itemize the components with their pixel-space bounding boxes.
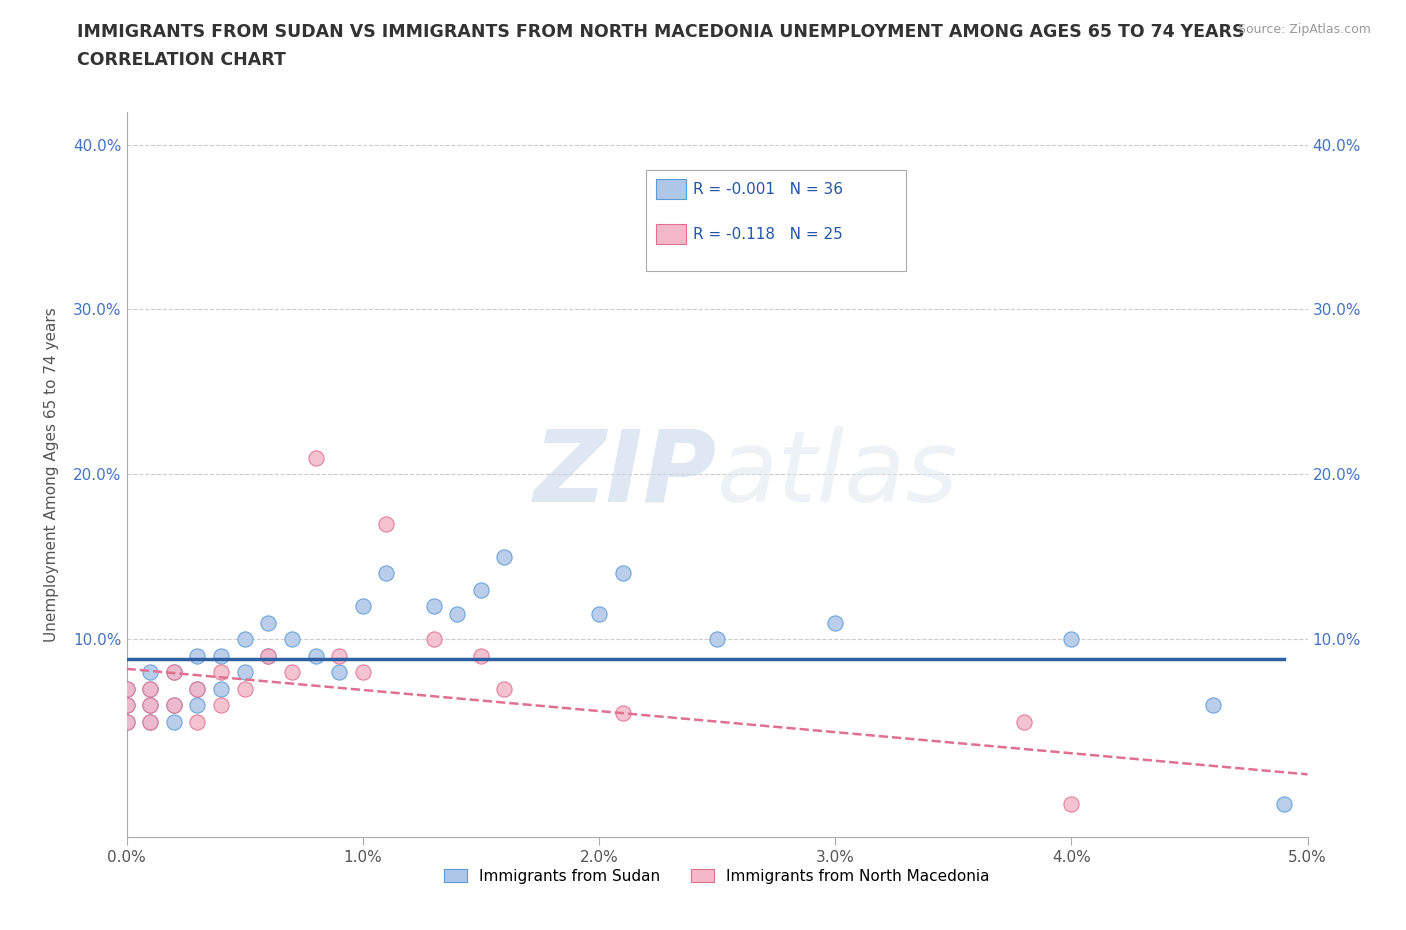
Point	[352, 599, 374, 614]
Point	[1272, 797, 1295, 812]
Point	[186, 698, 208, 712]
Point	[115, 681, 138, 696]
Y-axis label: Unemployment Among Ages 65 to 74 years: Unemployment Among Ages 65 to 74 years	[45, 307, 59, 642]
Point	[706, 631, 728, 646]
Text: IMMIGRANTS FROM SUDAN VS IMMIGRANTS FROM NORTH MACEDONIA UNEMPLOYMENT AMONG AGES: IMMIGRANTS FROM SUDAN VS IMMIGRANTS FROM…	[77, 23, 1244, 41]
Point	[328, 648, 350, 663]
Text: Source: ZipAtlas.com: Source: ZipAtlas.com	[1237, 23, 1371, 36]
Point	[446, 607, 468, 622]
Point	[115, 714, 138, 729]
Point	[824, 616, 846, 631]
Point	[233, 631, 256, 646]
FancyBboxPatch shape	[655, 224, 686, 245]
FancyBboxPatch shape	[655, 179, 686, 199]
Point	[494, 681, 516, 696]
Point	[209, 665, 232, 680]
Point	[209, 648, 232, 663]
Point	[257, 648, 280, 663]
Point	[352, 665, 374, 680]
Point	[422, 631, 444, 646]
Point	[375, 565, 398, 580]
Point	[375, 516, 398, 531]
Point	[281, 665, 304, 680]
Point	[422, 599, 444, 614]
Text: ZIP: ZIP	[534, 426, 717, 523]
Point	[163, 698, 186, 712]
Point	[328, 665, 350, 680]
Point	[470, 648, 492, 663]
Point	[1060, 797, 1083, 812]
FancyBboxPatch shape	[647, 169, 905, 272]
Point	[139, 714, 162, 729]
Point	[494, 550, 516, 565]
Point	[209, 698, 232, 712]
Point	[115, 681, 138, 696]
Text: R = -0.118   N = 25: R = -0.118 N = 25	[693, 227, 844, 242]
Text: R = -0.001   N = 36: R = -0.001 N = 36	[693, 181, 844, 197]
Point	[115, 698, 138, 712]
Point	[115, 698, 138, 712]
Point	[1202, 698, 1225, 712]
Point	[304, 648, 326, 663]
Point	[163, 714, 186, 729]
Point	[612, 565, 634, 580]
Point	[257, 648, 280, 663]
Point	[186, 648, 208, 663]
Point	[163, 665, 186, 680]
Point	[115, 714, 138, 729]
Point	[139, 714, 162, 729]
Point	[257, 616, 280, 631]
Point	[163, 698, 186, 712]
Legend: Immigrants from Sudan, Immigrants from North Macedonia: Immigrants from Sudan, Immigrants from N…	[444, 869, 990, 883]
Text: atlas: atlas	[717, 426, 959, 523]
Point	[233, 665, 256, 680]
Point	[139, 698, 162, 712]
Point	[872, 211, 894, 226]
Point	[233, 681, 256, 696]
Text: CORRELATION CHART: CORRELATION CHART	[77, 51, 287, 69]
Point	[139, 698, 162, 712]
Point	[186, 681, 208, 696]
Point	[612, 706, 634, 721]
Point	[186, 681, 208, 696]
Point	[139, 681, 162, 696]
Point	[139, 681, 162, 696]
Point	[281, 631, 304, 646]
Point	[1060, 631, 1083, 646]
Point	[163, 665, 186, 680]
Point	[1012, 714, 1035, 729]
Point	[139, 665, 162, 680]
Point	[470, 582, 492, 597]
Point	[588, 607, 610, 622]
Point	[304, 450, 326, 465]
Point	[209, 681, 232, 696]
Point	[186, 714, 208, 729]
